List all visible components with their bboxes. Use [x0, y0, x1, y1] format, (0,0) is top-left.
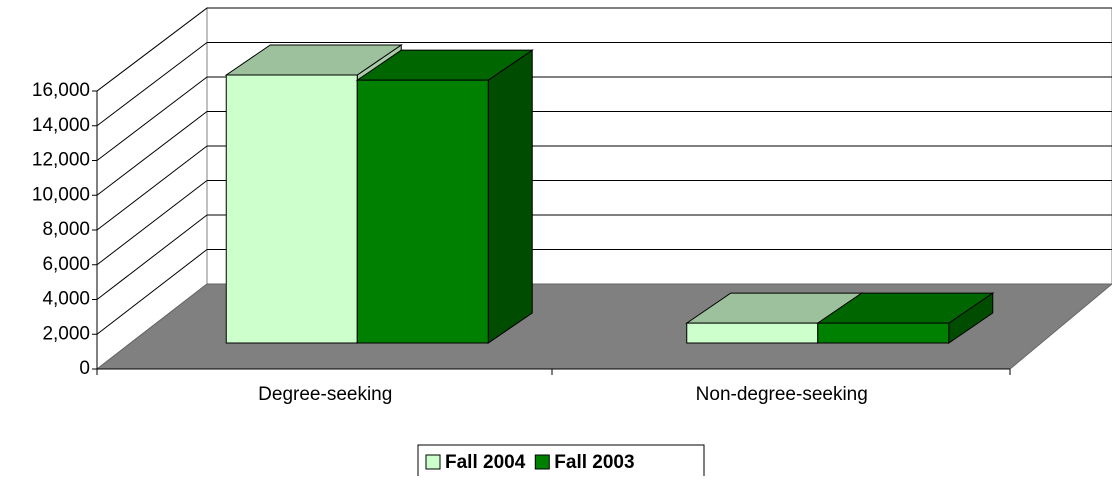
y-tick-label: 12,000 — [32, 150, 90, 171]
y-tick-label: 6,000 — [42, 254, 90, 275]
bar — [817, 322, 950, 344]
legend-swatch — [534, 454, 550, 470]
grid-line-side — [96, 42, 208, 127]
grid-line-side — [96, 145, 208, 231]
grid-line-side — [96, 214, 208, 300]
y-tick-label: 0 — [79, 358, 90, 379]
legend-label: Fall 2004 — [445, 452, 526, 473]
grid-line-side — [96, 7, 208, 92]
x-tick-label: Non-degree-seeking — [696, 384, 868, 405]
bar — [686, 322, 819, 344]
y-tick-label: 10,000 — [32, 184, 90, 205]
y-tick-label: 14,000 — [32, 115, 90, 136]
grid-line-side — [96, 249, 208, 335]
bar-side — [487, 49, 533, 344]
grid-line-side — [96, 180, 208, 266]
y-tick-label: 4,000 — [42, 289, 90, 310]
grid-line-side — [96, 111, 208, 196]
y-tick-label: 2,000 — [42, 323, 90, 344]
legend-swatch — [425, 454, 441, 470]
legend-box — [417, 444, 705, 481]
y-tick-label: 8,000 — [42, 219, 90, 240]
y-tick-label: 16,000 — [32, 80, 90, 101]
bar — [225, 74, 358, 344]
bar — [356, 79, 489, 344]
legend: Fall 2004 Fall 2003 — [417, 444, 705, 481]
grid-line-side — [96, 76, 208, 161]
legend-label: Fall 2003 — [554, 452, 634, 473]
x-tick-label: Degree-seeking — [258, 384, 392, 405]
